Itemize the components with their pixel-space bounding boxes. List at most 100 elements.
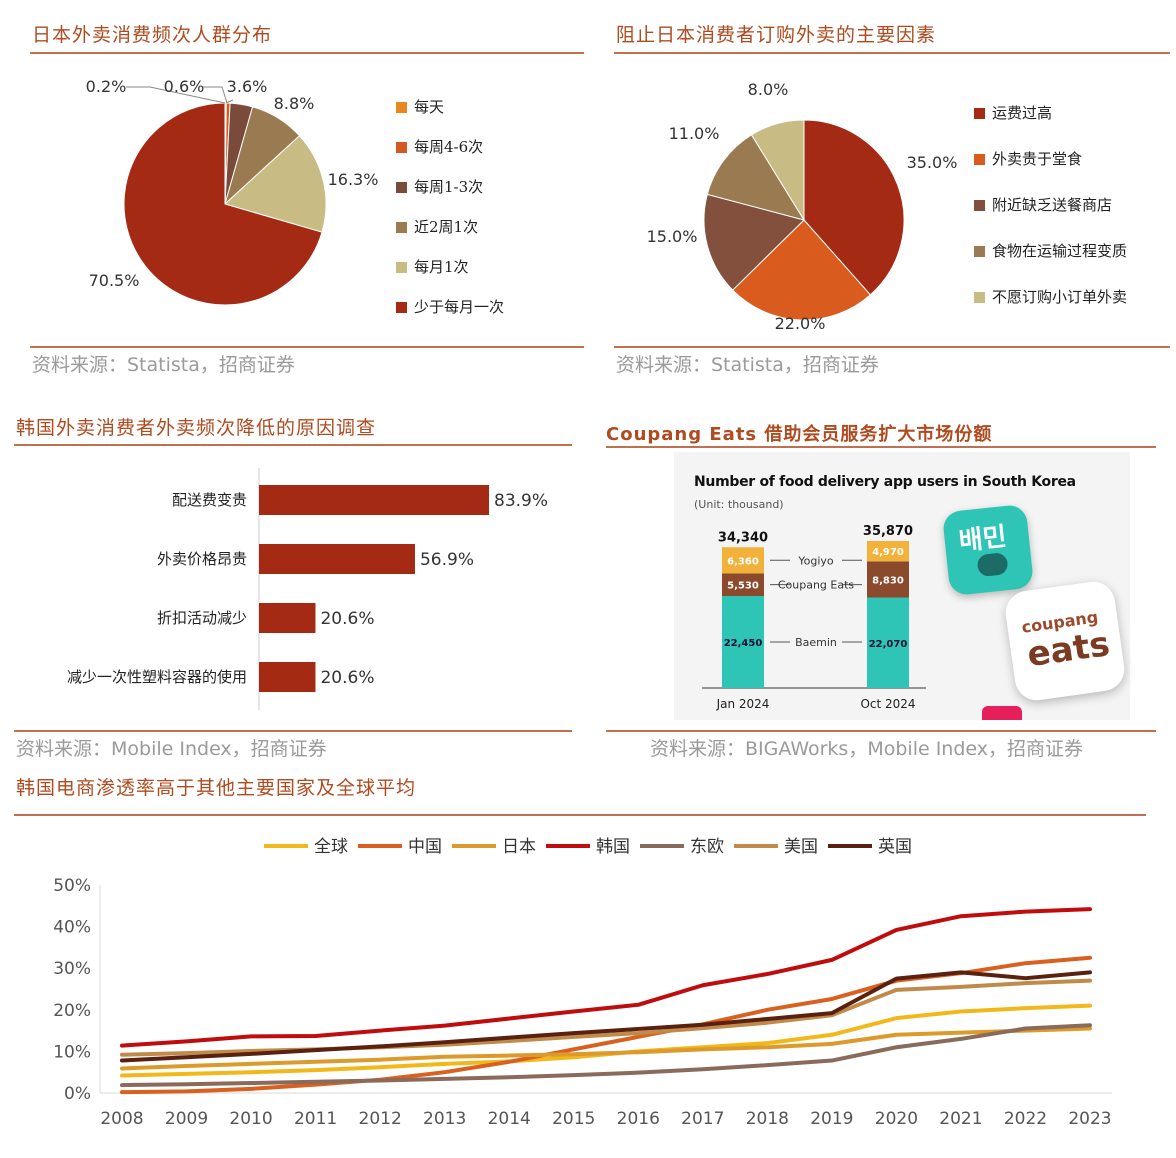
kr-reason-source: 资料来源：Mobile Index，招商证券 — [16, 738, 327, 760]
line-series-3 — [120, 907, 1092, 1048]
jp-barrier-legend-swatch-3 — [974, 246, 985, 257]
line-y-tick-4: 40% — [53, 918, 91, 938]
stack-seg-coupang-0 — [722, 573, 764, 596]
line-x-tick-15: 2023 — [1068, 1109, 1111, 1129]
line-legend-label-4: 东欧 — [690, 837, 724, 857]
kr-bar-category-1: 外卖价格昂贵 — [157, 550, 247, 568]
pink-app-corner — [982, 706, 1022, 720]
line-x-tick-9: 2017 — [681, 1109, 724, 1129]
stack-series-label-baemin: Baemin — [795, 636, 837, 649]
delivery-app-users-image: Number of food delivery app users in Sou… — [674, 452, 1130, 720]
stack-seg-yogiyo-0 — [722, 547, 764, 574]
line-x-tick-8: 2016 — [617, 1109, 660, 1129]
jp-barrier-bottom-rule — [614, 346, 1170, 348]
line-x-tick-6: 2014 — [488, 1109, 531, 1129]
jp-freq-data-label-3: 8.8% — [274, 94, 315, 113]
kr-bar-value-label-1: 56.9% — [420, 550, 474, 570]
jp-freq-legend-label-3: 近2周1次 — [414, 218, 478, 236]
jp-freq-slice-5 — [123, 102, 323, 306]
jp-barrier-slice-4 — [750, 119, 805, 222]
line-x-tick-13: 2021 — [939, 1109, 982, 1129]
line-legend-label-1: 中国 — [408, 837, 442, 857]
line-legend-label-2: 日本 — [502, 837, 536, 857]
line-y-tick-0: 0% — [64, 1084, 91, 1104]
jp-barrier-slice-0 — [803, 119, 905, 296]
kr-bar-value-label-0: 83.9% — [494, 491, 548, 511]
jp-barrier-legend-swatch-4 — [974, 292, 985, 303]
rider-illustration — [976, 552, 1009, 578]
stack-series-label-coupang: Coupang Eats — [778, 579, 855, 592]
jp-barrier-legend-label-2: 附近缺乏送餐商店 — [992, 196, 1112, 214]
jp-freq-leader-line-2 — [225, 99, 234, 104]
jp-barrier-data-label-4: 8.0% — [748, 80, 789, 99]
image-heading: Number of food delivery app users in Sou… — [694, 474, 1076, 490]
stack-value-coupang-0: 5,530 — [727, 581, 759, 592]
jp-barrier-legend-label-3: 食物在运输过程变质 — [992, 242, 1127, 260]
kr-bar-category-0: 配送费变贵 — [172, 491, 247, 509]
jp-freq-legend-label-4: 每月1次 — [414, 258, 469, 276]
jp-barrier-legend-label-4: 不愿订购小订单外卖 — [992, 288, 1127, 306]
coupang-title-rule — [606, 446, 1156, 448]
jp-freq-leader-line-0 — [126, 86, 226, 104]
jp-barrier-slice-1 — [731, 219, 872, 321]
line-series-2 — [120, 1026, 1092, 1071]
jp-freq-legend-swatch-4 — [396, 262, 407, 273]
kr-bar-3 — [259, 662, 316, 692]
kr-bar-1 — [259, 544, 415, 574]
jp-barrier-legend-swatch-1 — [974, 154, 985, 165]
jp-barrier-title-rule — [614, 52, 1170, 54]
jp-freq-legend-label-5: 少于每月一次 — [414, 298, 504, 316]
line-x-tick-3: 2011 — [294, 1109, 337, 1129]
stack-series-label-yogiyo: Yogiyo — [797, 554, 834, 567]
kr-reason-bottom-rule — [14, 730, 572, 732]
stack-seg-baemin-1 — [867, 597, 909, 688]
coupang-title: Coupang Eats 借助会员服务扩大市场份额 — [606, 424, 993, 445]
jp-freq-legend-swatch-2 — [396, 182, 407, 193]
jp-barrier-pie-chart: 35.0% 22.0% 15.0% 11.0% 8.0% 运费过高外卖贵于堂食附近缺乏送餐… — [647, 80, 1127, 333]
stack-value-coupang-1: 8,830 — [872, 575, 904, 586]
jp-freq-legend-swatch-5 — [396, 302, 407, 313]
coupang-source: 资料来源：BIGAWorks，Mobile Index，招商证券 — [650, 738, 1084, 760]
jp-barrier-data-label-3: 11.0% — [669, 124, 720, 143]
line-x-tick-12: 2020 — [875, 1109, 918, 1129]
kr-bar-value-label-2: 20.6% — [320, 609, 374, 629]
coupang-eats-app-logo: coupang eats — [1002, 578, 1128, 704]
jp-barrier-data-label-1: 22.0% — [775, 314, 826, 333]
kr-reason-title: 韩国外卖消费者外卖频次降低的原因调查 — [16, 417, 377, 439]
stack-x-label-0: Jan 2024 — [716, 697, 770, 711]
line-x-tick-1: 2009 — [165, 1109, 208, 1129]
baemin-app-logo: 배민 — [941, 503, 1035, 597]
stack-x-label-1: Oct 2024 — [860, 697, 915, 711]
kr-bar-0 — [259, 485, 489, 515]
jp-freq-legend-swatch-3 — [396, 222, 407, 233]
line-x-tick-10: 2018 — [746, 1109, 789, 1129]
jp-barrier-source: 资料来源：Statista，招商证券 — [616, 354, 879, 376]
stack-total-1: 35,870 — [863, 524, 913, 539]
jp-freq-leader-line-1 — [202, 86, 228, 104]
kr-bar-category-3: 减少一次性塑料容器的使用 — [67, 668, 247, 686]
jp-barrier-legend-swatch-0 — [974, 108, 985, 119]
jp-barrier-data-label-2: 15.0% — [647, 227, 698, 246]
jp-freq-data-label-4: 16.3% — [328, 170, 379, 189]
line-x-tick-14: 2022 — [1004, 1109, 1047, 1129]
stacked-bar-graphic: 22,450 5,530 6,360 34,340 Jan 2024 22,070 8,83… — [702, 524, 926, 711]
jp-freq-legend-swatch-0 — [396, 102, 407, 113]
line-x-tick-5: 2013 — [423, 1109, 466, 1129]
line-legend-label-0: 全球 — [314, 837, 348, 857]
line-x-tick-11: 2019 — [810, 1109, 853, 1129]
jp-freq-title: 日本外卖消费频次人群分布 — [32, 24, 273, 46]
ecom-line-chart: 0% 10% 20% 30% 40% 50% 2008 2009 2010 2011 2012 201… — [53, 837, 1112, 1129]
jp-freq-legend-label-0: 每天 — [414, 98, 444, 116]
line-series-6 — [120, 970, 1092, 1063]
jp-barrier-legend-swatch-2 — [974, 200, 985, 211]
line-legend-label-3: 韩国 — [596, 837, 630, 857]
jp-barrier-data-label-0: 35.0% — [907, 153, 958, 172]
kr-reason-title-rule — [14, 444, 572, 446]
jp-freq-data-label-0: 0.2% — [86, 77, 127, 96]
stack-value-yogiyo-1: 4,970 — [872, 547, 904, 558]
ecom-title: 韩国电商渗透率高于其他主要国家及全球平均 — [16, 777, 417, 799]
stack-value-baemin-0: 22,450 — [724, 638, 763, 649]
image-unit: (Unit: thousand) — [694, 498, 784, 511]
kr-bar-value-label-3: 20.6% — [320, 668, 374, 688]
kr-bar-category-2: 折扣活动减少 — [157, 609, 247, 627]
